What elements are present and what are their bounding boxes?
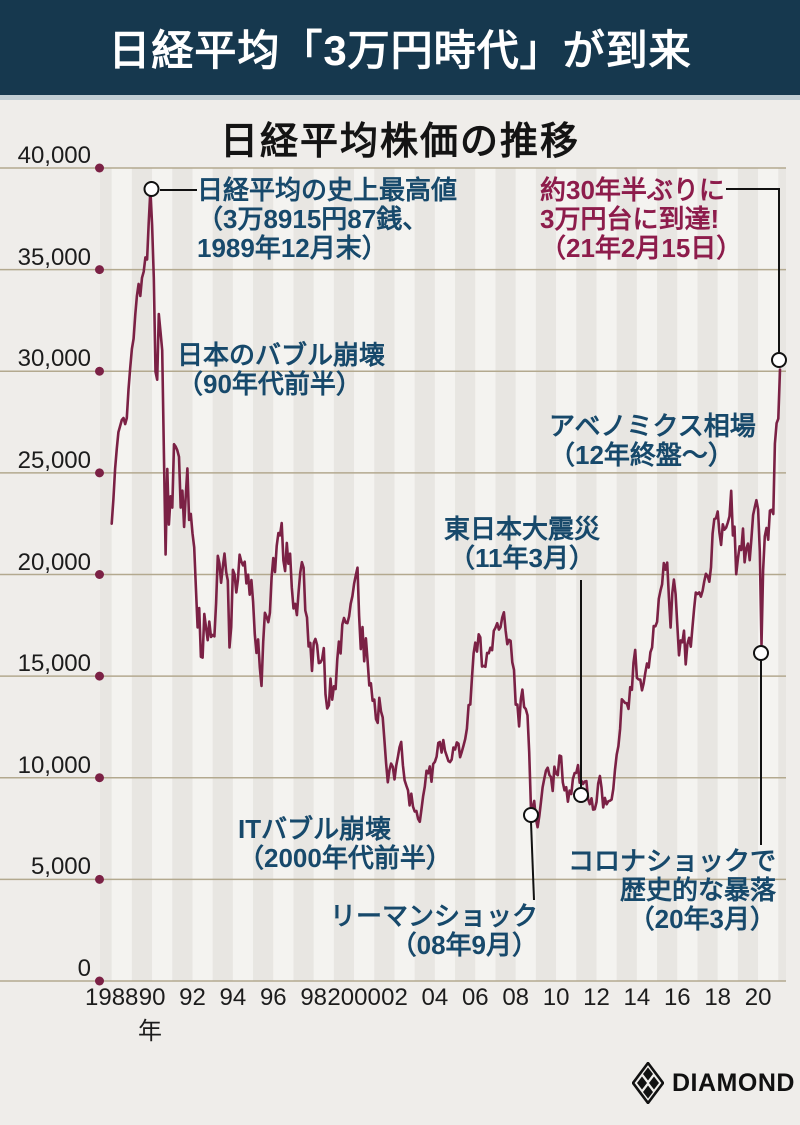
annotation-line: （20年3月） xyxy=(628,904,776,934)
annotation-30k-reached: 約30年半ぶりに 3万円台に到達! （21年2月15日） xyxy=(540,176,742,263)
annotation-line: （08年9月） xyxy=(390,930,538,960)
annotation-tohoku-earthquake: 東日本大震災 （11年3月） xyxy=(437,515,607,573)
axis-dot xyxy=(95,874,104,884)
axis-dot xyxy=(95,265,104,275)
x-tick-label: 16 xyxy=(663,984,691,1011)
annotation-lehman-shock: リーマンショック （08年9月） xyxy=(300,902,538,960)
axis-dot xyxy=(95,671,104,681)
axis-dot xyxy=(95,163,104,173)
x-tick-label: 10 xyxy=(542,984,570,1011)
axis-dot xyxy=(95,773,104,783)
annotation-line: 日本のバブル崩壊 xyxy=(177,340,386,370)
diamond-logo-icon xyxy=(632,1062,664,1104)
annotation-line: （3万8915円87銭、 xyxy=(197,204,429,234)
annotation-abenomics: アベノミクス相場 （12年終盤～） xyxy=(549,412,756,470)
price-line xyxy=(110,188,782,829)
x-tick-label: 2000 xyxy=(327,984,381,1011)
y-tick-label: 35,000 xyxy=(17,243,91,271)
annotation-line: （90年代前半） xyxy=(177,369,362,399)
y-tick-label: 5,000 xyxy=(30,853,91,881)
y-tick-label: 0 xyxy=(77,955,91,982)
x-tick-label: 12 xyxy=(583,984,610,1011)
annotation-line: （21年2月15日） xyxy=(540,233,743,263)
diamond-logo: DIAMOND xyxy=(632,1062,795,1104)
y-tick-label: 10,000 xyxy=(17,751,91,779)
x-tick-label: 18 xyxy=(704,984,732,1011)
callout-circle xyxy=(771,352,787,368)
x-tick-label: 1988 xyxy=(84,984,139,1011)
x-tick-label: 96 xyxy=(259,984,287,1011)
y-tick-label: 15,000 xyxy=(17,650,91,678)
annotation-line: 3万円台に到達! xyxy=(540,204,720,234)
callout-circle xyxy=(573,787,589,803)
axis-dot xyxy=(95,976,104,986)
x-tick-label: 08 xyxy=(502,984,530,1011)
callout-circle xyxy=(753,645,769,661)
annotation-line: 1989年12月末） xyxy=(197,233,388,263)
x-tick-label: 06 xyxy=(461,984,489,1011)
callout-line xyxy=(530,821,535,901)
axis-dot xyxy=(95,468,104,478)
header-banner: 日経平均「3万円時代」が到来 xyxy=(0,0,800,100)
callout-line xyxy=(726,188,780,353)
x-tick-label: 04 xyxy=(421,984,449,1011)
y-tick-label: 25,000 xyxy=(17,446,91,474)
x-tick-label: 90 xyxy=(138,984,166,1011)
x-tick-label: 20 xyxy=(744,984,772,1011)
y-tick-label: 30,000 xyxy=(17,345,91,373)
y-tick-label: 20,000 xyxy=(17,548,91,576)
annotation-it-bubble: ITバブル崩壊 （2000年代前半） xyxy=(238,815,452,873)
annotation-line: 約30年半ぶりに xyxy=(540,175,725,205)
annotation-record-high: 日経平均の史上最高値 （3万8915円87銭、 1989年12月末） xyxy=(197,176,457,263)
axis-dot xyxy=(95,366,104,376)
callout-circle xyxy=(523,807,539,823)
x-tick-label: 98 xyxy=(300,984,328,1011)
chart-title: 日経平均株価の推移 xyxy=(219,121,580,163)
annotation-line: アベノミクス相場 xyxy=(549,411,756,441)
annotation-line: 東日本大震災 xyxy=(443,514,600,544)
x-tick-label: 14 xyxy=(623,984,651,1011)
annotation-line: （2000年代前半） xyxy=(238,843,452,873)
x-axis-unit-label: 年 xyxy=(138,1018,162,1045)
axis-dot xyxy=(95,570,104,579)
annotation-line: （12年終盤～） xyxy=(549,440,734,470)
diamond-logo-text: DIAMOND xyxy=(672,1068,795,1097)
annotation-line: （11年3月） xyxy=(449,543,595,573)
x-tick-label: 92 xyxy=(179,984,206,1011)
annotation-line: 日経平均の史上最高値 xyxy=(197,175,458,205)
annotation-bubble-collapse: 日本のバブル崩壊 （90年代前半） xyxy=(177,341,385,399)
annotation-line: リーマンショック xyxy=(329,901,538,931)
callout-circle xyxy=(143,181,160,197)
y-tick-label: 40,000 xyxy=(17,142,91,169)
annotation-line: コロナショックで xyxy=(567,846,776,876)
annotation-line: 歴史的な暴落 xyxy=(619,875,776,905)
annotation-corona-shock: コロナショックで 歴史的な暴落 （20年3月） xyxy=(556,847,776,934)
banner-title: 日経平均「3万円時代」が到来 xyxy=(108,27,692,74)
annotation-line: ITバブル崩壊 xyxy=(238,814,392,844)
x-tick-label: 02 xyxy=(381,984,408,1011)
x-tick-label: 94 xyxy=(219,984,247,1011)
